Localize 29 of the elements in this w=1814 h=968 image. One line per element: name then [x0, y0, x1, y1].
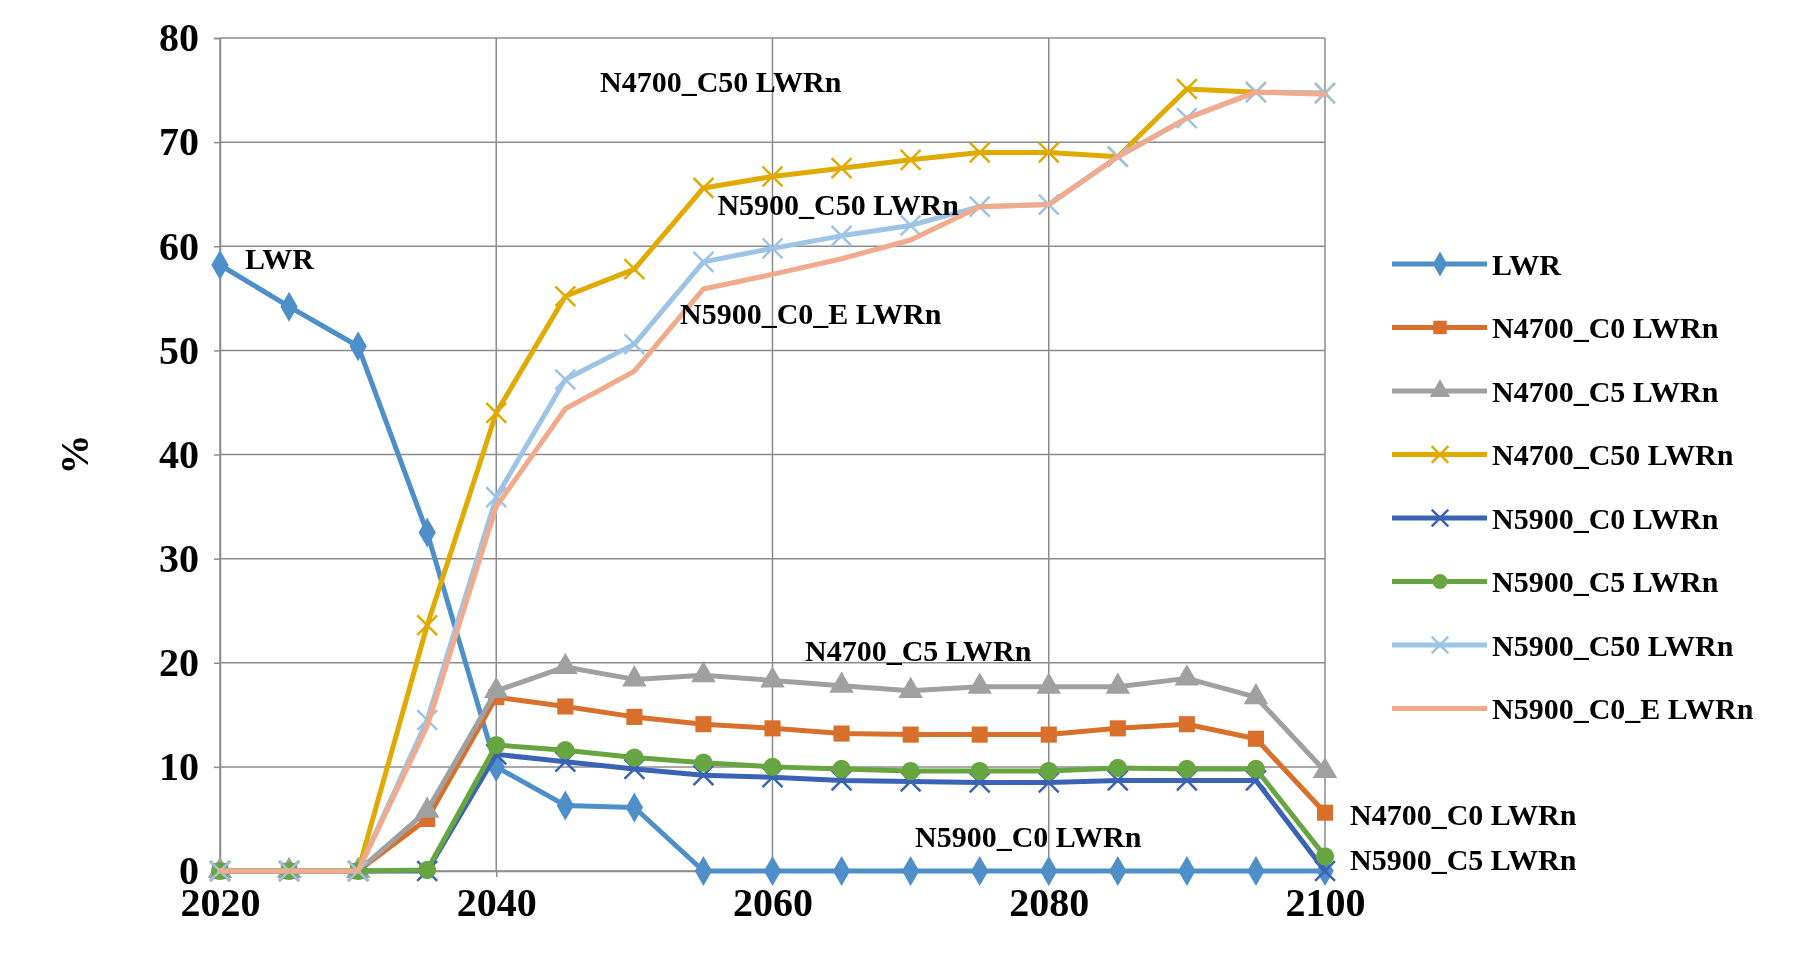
annotation: LWR — [245, 242, 315, 276]
y-tick-label: 10 — [159, 744, 199, 790]
annotation: N5900_C50 LWRn — [717, 188, 960, 222]
y-axis-title: % — [52, 434, 97, 475]
annotation: N4700_C50 LWRn — [600, 64, 842, 98]
x-tick-label: 2040 — [456, 880, 537, 925]
legend-label: N4700_C50 LWRn — [1492, 438, 1734, 471]
y-tick-label: 60 — [159, 223, 199, 269]
annotation: N4700_C0 LWRn — [1350, 798, 1577, 832]
y-tick-label: 50 — [159, 327, 199, 373]
y-tick-label: 80 — [159, 15, 199, 61]
y-tick-label: 20 — [159, 640, 199, 686]
legend-label: N5900_C5 LWRn — [1492, 565, 1719, 598]
legend-label: N5900_C50 LWRn — [1492, 628, 1734, 662]
y-tick-label: 40 — [159, 431, 199, 477]
legend-label: N4700_C0 LWRn — [1492, 311, 1719, 344]
y-tick-label: 30 — [159, 535, 199, 581]
legend-label: N5900_C0_E LWRn — [1492, 692, 1754, 725]
y-tick-label: 70 — [159, 119, 199, 165]
x-tick-label: 2080 — [1009, 880, 1090, 925]
annotation: N5900_C0 LWRn — [915, 819, 1142, 853]
annotation: N5900_C5 LWRn — [1350, 843, 1577, 877]
annotation: N4700_C5 LWRn — [805, 633, 1032, 667]
legend-label: LWR — [1492, 247, 1562, 281]
legend-label: N5900_C0 LWRn — [1492, 501, 1719, 535]
x-tick-label: 2100 — [1285, 880, 1366, 925]
legend-label: N4700_C5 LWRn — [1492, 374, 1719, 408]
annotation: N5900_C0_E LWRn — [680, 296, 942, 330]
x-tick-label: 2060 — [733, 880, 813, 925]
